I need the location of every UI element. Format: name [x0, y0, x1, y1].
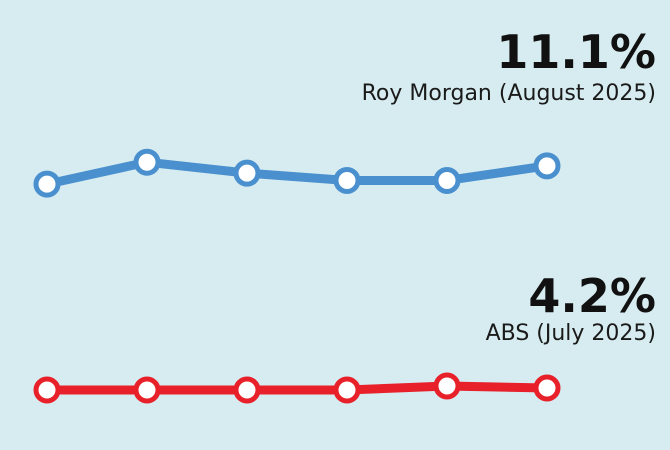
point	[533, 152, 561, 180]
point	[133, 148, 161, 176]
point	[333, 166, 361, 194]
value-label: 4.2%	[528, 269, 656, 323]
legend-label: Roy Morgan (August 2025)	[362, 81, 656, 106]
point	[233, 159, 261, 187]
point	[233, 376, 261, 404]
value-label: 11.1%	[496, 25, 656, 79]
point	[433, 372, 461, 400]
point	[133, 376, 161, 404]
point	[33, 376, 61, 404]
line	[47, 381, 548, 395]
point	[33, 170, 61, 198]
line	[46, 157, 548, 189]
point	[433, 166, 461, 194]
point	[533, 374, 561, 402]
legend-label: ABS (July 2025)	[486, 321, 656, 346]
point	[333, 376, 361, 404]
